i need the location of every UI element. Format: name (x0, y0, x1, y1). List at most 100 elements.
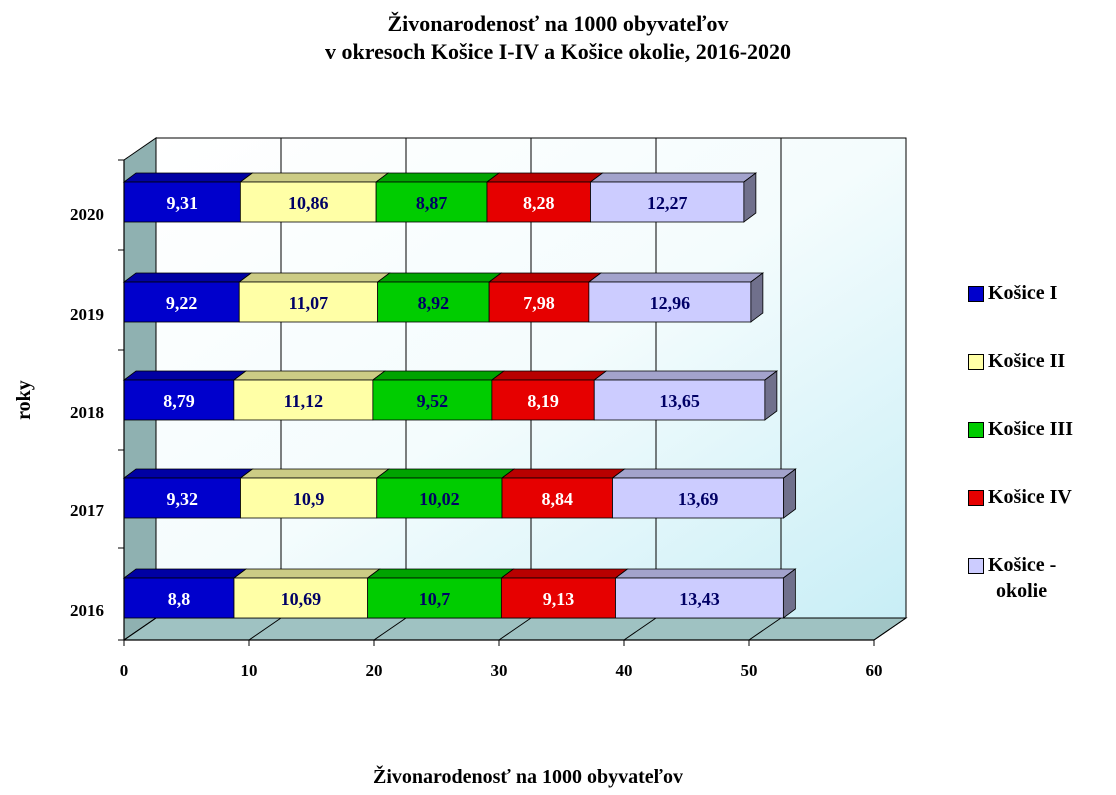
data-label: 9,31 (166, 193, 198, 213)
data-label: 10,02 (419, 489, 460, 509)
bar-top (122, 272, 253, 283)
x-tick-label: 60 (866, 661, 883, 680)
bar-segment (123, 181, 241, 223)
legend-swatch (968, 558, 984, 574)
bar-top (232, 568, 381, 579)
bar-segment (590, 181, 745, 223)
floor-gridline (373, 617, 407, 641)
bar-top (589, 172, 758, 183)
bar-segment (375, 181, 488, 223)
data-label: 8,8 (168, 589, 191, 609)
y-tick-label: 2019 (70, 305, 104, 324)
x-tick-label: 40 (616, 661, 633, 680)
legend-label: Košice IV (988, 486, 1072, 508)
bar-top (587, 272, 765, 283)
bar-top (122, 172, 254, 183)
bar-end (743, 172, 757, 223)
data-label: 8,28 (523, 193, 555, 213)
legend-label: Košice - okolie (988, 554, 1057, 602)
bar-top (366, 568, 515, 579)
legend-item: Košice II (968, 348, 1103, 374)
x-tick-label: 20 (366, 661, 383, 680)
y-tick-label: 2020 (70, 205, 104, 224)
bar-end (750, 272, 764, 323)
bar-top (376, 272, 503, 283)
bar-top (238, 272, 391, 283)
bar-segment (123, 577, 235, 619)
floor-gridline (248, 617, 282, 641)
y-axis-title: roky (13, 380, 35, 420)
bar-top (374, 172, 501, 183)
bar-segment (491, 379, 595, 421)
bar-segment (238, 281, 379, 323)
bar-top (500, 568, 629, 579)
chart-title-line-1: Živonarodenosť na 1000 obyvateľov (387, 11, 729, 36)
x-tick-label: 30 (491, 661, 508, 680)
bar-segment (588, 281, 752, 323)
legend-swatch (968, 354, 984, 370)
bar-top (122, 370, 248, 381)
bar-segment (239, 181, 377, 223)
legend-item: Košice IV (968, 484, 1103, 510)
data-label: 10,9 (293, 489, 325, 509)
data-label: 8,79 (163, 391, 195, 411)
x-axis-title: Živonarodenosť na 1000 obyvateľov (373, 764, 683, 788)
chart-title-line-2: v okresoch Košice I-IV a Košice okolie, … (324, 39, 792, 64)
legend-label: Košice I (988, 282, 1058, 304)
data-label: 8,84 (542, 489, 574, 509)
data-label: 9,22 (166, 293, 198, 313)
bar-segment (593, 379, 766, 421)
bar-top (490, 370, 608, 381)
data-label: 11,07 (289, 293, 329, 313)
bar-top (487, 272, 603, 283)
legend-item: Košice III (968, 416, 1103, 442)
bar-top (122, 568, 248, 579)
bar-segment (612, 477, 785, 519)
floor-gridline (748, 617, 782, 641)
floor-gridline (123, 617, 157, 641)
bar-top (239, 172, 390, 183)
bar-top (614, 568, 797, 579)
bar-top (232, 370, 387, 381)
bar-segment (240, 477, 378, 519)
legend-swatch (968, 422, 984, 438)
data-label: 7,98 (523, 293, 555, 313)
legend-label: Košice II (988, 350, 1066, 372)
bar-top (371, 370, 506, 381)
floor-gridline (873, 617, 907, 641)
bar-segment (123, 281, 240, 323)
bar-segment (233, 379, 374, 421)
data-label: 11,12 (284, 391, 324, 411)
data-label: 13,69 (678, 489, 719, 509)
legend-swatch (968, 286, 984, 302)
chart-title: Živonarodenosť na 1000 obyvateľov v okre… (0, 10, 1116, 66)
bar-segment (486, 181, 591, 223)
bar-end (783, 468, 797, 519)
bar-top (239, 468, 390, 479)
bar-end (764, 370, 778, 421)
bar-top (485, 172, 604, 183)
bar-top (122, 468, 254, 479)
legend-item: Košice I (968, 280, 1103, 306)
data-label: 10,86 (288, 193, 329, 213)
bar-top (375, 468, 516, 479)
x-tick-label: 50 (741, 661, 758, 680)
floor-gridline (623, 617, 657, 641)
legend-label: Košice III (988, 418, 1073, 440)
data-label: 8,87 (416, 193, 448, 213)
y-tick-label: 2017 (70, 501, 105, 520)
data-label: 9,32 (167, 489, 199, 509)
bar-segment (500, 577, 616, 619)
bar-segment (123, 477, 241, 519)
bar-segment (488, 281, 590, 323)
floor-gridline (498, 617, 532, 641)
y-tick-label: 2016 (70, 601, 104, 620)
bar-top (500, 468, 626, 479)
x-tick-label: 10 (241, 661, 258, 680)
data-label: 8,19 (527, 391, 559, 411)
legend-swatch (968, 490, 984, 506)
data-label: 8,92 (418, 293, 450, 313)
bar-end (782, 568, 796, 619)
data-label: 12,27 (647, 193, 688, 213)
